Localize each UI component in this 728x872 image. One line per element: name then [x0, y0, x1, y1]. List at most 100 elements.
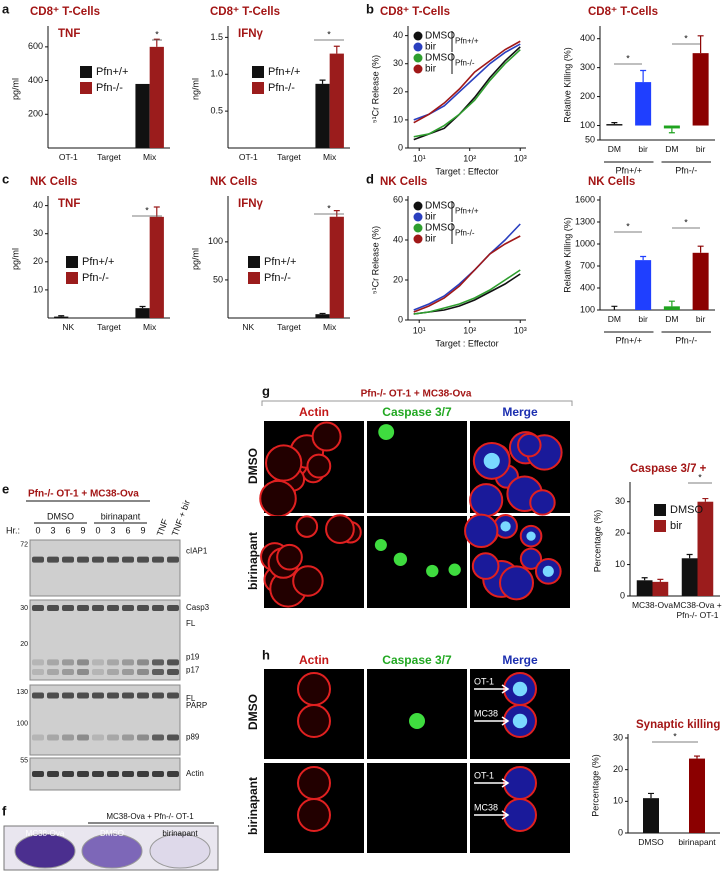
cell [529, 489, 556, 516]
group-label: Pfn+/+ [615, 335, 642, 345]
error-bar [668, 128, 675, 134]
y-tick-label: 0 [398, 142, 403, 152]
legend-label: Pfn-/- [268, 82, 295, 94]
blot-label: PARP [186, 701, 207, 710]
y-tick-label: 700 [580, 260, 595, 270]
label: Target [97, 152, 121, 162]
cell [265, 444, 303, 482]
y-tick-label: 0 [398, 314, 403, 324]
bar [135, 308, 150, 318]
bar [689, 758, 705, 833]
blot-band [92, 771, 104, 777]
chart-title: Synaptic killing [636, 719, 720, 731]
label-box: Target [97, 322, 121, 332]
lane-label: 9 [140, 525, 145, 535]
label: Mix [143, 152, 157, 162]
group-label: Pfn-/- [675, 335, 697, 345]
bar [606, 124, 623, 126]
blot-label: FL [186, 619, 196, 628]
arrow-label: OT-1 [474, 770, 494, 780]
y-axis-label: Relative Killing (%) [562, 217, 572, 293]
x-axis-label: Target : Effector [435, 338, 498, 348]
x-tick-label: 10² [463, 325, 476, 335]
legend-swatch [252, 66, 264, 78]
panel-letter: a [2, 1, 10, 16]
label: OT-1 [238, 152, 258, 162]
y-tick-label: 200 [580, 91, 595, 101]
error-bar [139, 305, 146, 309]
y-tick-label: 400 [28, 75, 43, 85]
y-axis-label: ⁵¹Cr Release (%) [370, 55, 380, 123]
cell [292, 565, 324, 597]
cell [276, 543, 303, 571]
blot-band [152, 734, 164, 741]
blot-band [122, 556, 134, 563]
x-tick-label: 10³ [514, 325, 527, 335]
cell [295, 515, 319, 538]
x-tick-label: 10¹ [413, 325, 426, 335]
column-label: Actin [299, 653, 329, 667]
label: Mix [323, 322, 337, 332]
caspase-signal [374, 538, 387, 551]
bar [635, 82, 652, 126]
label: Target [97, 322, 121, 332]
blot-band [92, 669, 104, 675]
label-box: NK [242, 322, 254, 332]
blot-label: cIAP1 [186, 546, 208, 555]
blot-band [47, 556, 59, 563]
chart-title: NK Cells [380, 176, 427, 188]
lane-label: 3 [50, 525, 55, 535]
blot-band [77, 659, 89, 666]
hr-label: Hr.: [6, 525, 20, 535]
series-line [413, 269, 521, 315]
error-bar [611, 122, 618, 125]
blot-band [122, 659, 134, 666]
label: bir [638, 144, 648, 154]
legend-marker [413, 53, 423, 63]
error-bar [697, 245, 704, 253]
cell [469, 483, 504, 518]
row-label: birinapant [246, 777, 260, 835]
error-bar [697, 35, 704, 54]
y-tick-label: 100 [580, 120, 595, 130]
row-label: DMSO [246, 448, 260, 484]
bar [663, 306, 680, 310]
legend-swatch [66, 272, 78, 284]
y-tick-label: 0 [620, 590, 625, 600]
error-bar [58, 315, 65, 317]
significance-label: * [626, 53, 630, 63]
well-label: MC38-Ova [26, 829, 65, 838]
legend-swatch [66, 256, 78, 268]
label: Target [277, 322, 301, 332]
column-label: Merge [502, 653, 538, 667]
y-tick-label: 600 [28, 41, 43, 51]
y-tick-label: 1300 [575, 216, 595, 226]
blot-band [167, 771, 179, 777]
legend-label: bir [670, 520, 683, 532]
group-label: Pfn-/- [675, 165, 697, 175]
blot-band [62, 771, 74, 777]
label-box: DM [608, 144, 621, 154]
bar [54, 316, 69, 318]
mw-marker: 55 [20, 757, 28, 764]
chart-subtitle: TNF [58, 198, 80, 210]
significance-label: * [327, 29, 331, 39]
mw-marker: 72 [20, 541, 28, 548]
blot-band [137, 669, 149, 675]
blot-band [32, 556, 44, 563]
y-tick-label: 10 [615, 559, 625, 569]
legend-group: Pfn+/+ [455, 207, 479, 216]
lane-label: 6 [65, 525, 70, 535]
y-tick-label: 200 [28, 109, 43, 119]
y-tick-label: 20 [33, 256, 43, 266]
blot-label: Casp3 [186, 603, 210, 612]
y-tick-label: 20 [615, 528, 625, 538]
blot-band [167, 605, 179, 611]
blot-band [32, 605, 44, 611]
bar [315, 83, 330, 148]
error-bar [686, 553, 693, 559]
blot-band [62, 605, 74, 611]
arrow [474, 716, 510, 726]
blot-band [137, 692, 149, 699]
blot-band [47, 734, 59, 741]
